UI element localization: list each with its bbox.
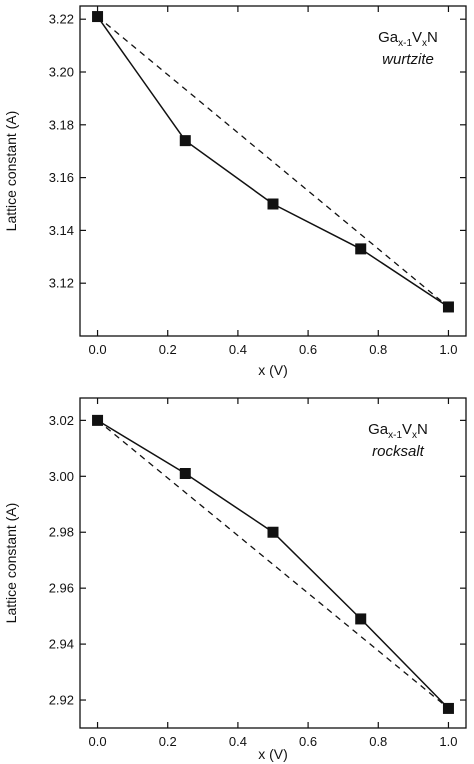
x-tick-label: 0.8	[369, 342, 387, 357]
x-tick-label: 0.2	[159, 342, 177, 357]
x-tick-label: 0.6	[299, 342, 317, 357]
y-tick-label: 2.94	[49, 637, 74, 652]
formula-sub-x: x	[412, 430, 417, 441]
x-axis-label: x (V)	[258, 746, 288, 762]
plot-frame	[79, 5, 467, 337]
chart-panel-rocksalt: 2.92 2.94 2.96 2.98 3.00 3.02 0.0 0.2 0.4 0.6 0.8…	[3, 397, 467, 762]
series-group	[92, 414, 454, 714]
x-tick-label: 1.0	[439, 734, 457, 749]
x-axis-label: x (V)	[258, 362, 288, 378]
y-axis-label: Lattice constant (A)	[3, 503, 19, 624]
x-tick-label: 0.2	[159, 734, 177, 749]
data-point-marker	[267, 526, 279, 538]
formula-annotation: Gax-1VxN	[368, 421, 428, 441]
x-tick-label: 0.4	[229, 342, 247, 357]
data-point-marker	[267, 198, 279, 210]
y-axis-label: Lattice constant (A)	[3, 111, 19, 232]
formula-sub-x: x	[422, 38, 427, 49]
chart-panel-wurtzite: 3.12 3.14 3.16 3.18 3.20 3.22 0.0 0.2 0.4 0.6 0.8…	[3, 5, 467, 378]
formula-ga: Ga	[378, 29, 399, 46]
formula-v: V	[412, 29, 422, 46]
phase-annotation: wurtzite	[382, 51, 434, 68]
x-axis-ticks: 0.0 0.2 0.4 0.6 0.8 1.0	[89, 398, 457, 749]
y-axis-ticks: 2.92 2.94 2.96 2.98 3.00 3.02	[49, 413, 466, 708]
formula-n: N	[417, 421, 428, 438]
y-tick-label: 3.16	[49, 170, 74, 185]
data-point-marker	[179, 135, 191, 147]
y-tick-label: 2.92	[49, 693, 74, 708]
formula-sub-x-1: x-1	[398, 38, 412, 49]
x-tick-label: 0.0	[89, 734, 107, 749]
formula-annotation: Gax-1VxN	[378, 29, 438, 49]
data-point-marker	[179, 468, 191, 480]
x-tick-label: 0.4	[229, 734, 247, 749]
formula-ga: Ga	[368, 421, 389, 438]
y-axis-ticks: 3.12 3.14 3.16 3.18 3.20 3.22	[49, 12, 466, 291]
y-tick-label: 3.14	[49, 223, 74, 238]
plot-frame	[79, 397, 467, 729]
x-axis-ticks: 0.0 0.2 0.4 0.6 0.8 1.0	[89, 6, 457, 357]
series-line-dashed	[97, 419, 449, 709]
y-tick-label: 2.96	[49, 581, 74, 596]
series-line-dashed	[97, 16, 449, 308]
data-point-marker	[355, 613, 367, 625]
x-tick-label: 1.0	[439, 342, 457, 357]
phase-annotation: rocksalt	[372, 443, 425, 460]
series-group	[92, 11, 454, 313]
formula-sub-x-1: x-1	[388, 430, 402, 441]
formula-n: N	[427, 29, 438, 46]
y-tick-label: 3.12	[49, 276, 74, 291]
y-tick-label: 3.22	[49, 12, 74, 27]
y-tick-label: 3.00	[49, 469, 74, 484]
y-tick-label: 3.18	[49, 117, 74, 132]
x-tick-label: 0.8	[369, 734, 387, 749]
x-tick-label: 0.0	[89, 342, 107, 357]
y-tick-label: 3.02	[49, 413, 74, 428]
data-point-marker	[355, 243, 367, 255]
x-tick-label: 0.6	[299, 734, 317, 749]
y-tick-label: 2.98	[49, 525, 74, 540]
formula-v: V	[402, 421, 412, 438]
y-tick-label: 3.20	[49, 65, 74, 80]
